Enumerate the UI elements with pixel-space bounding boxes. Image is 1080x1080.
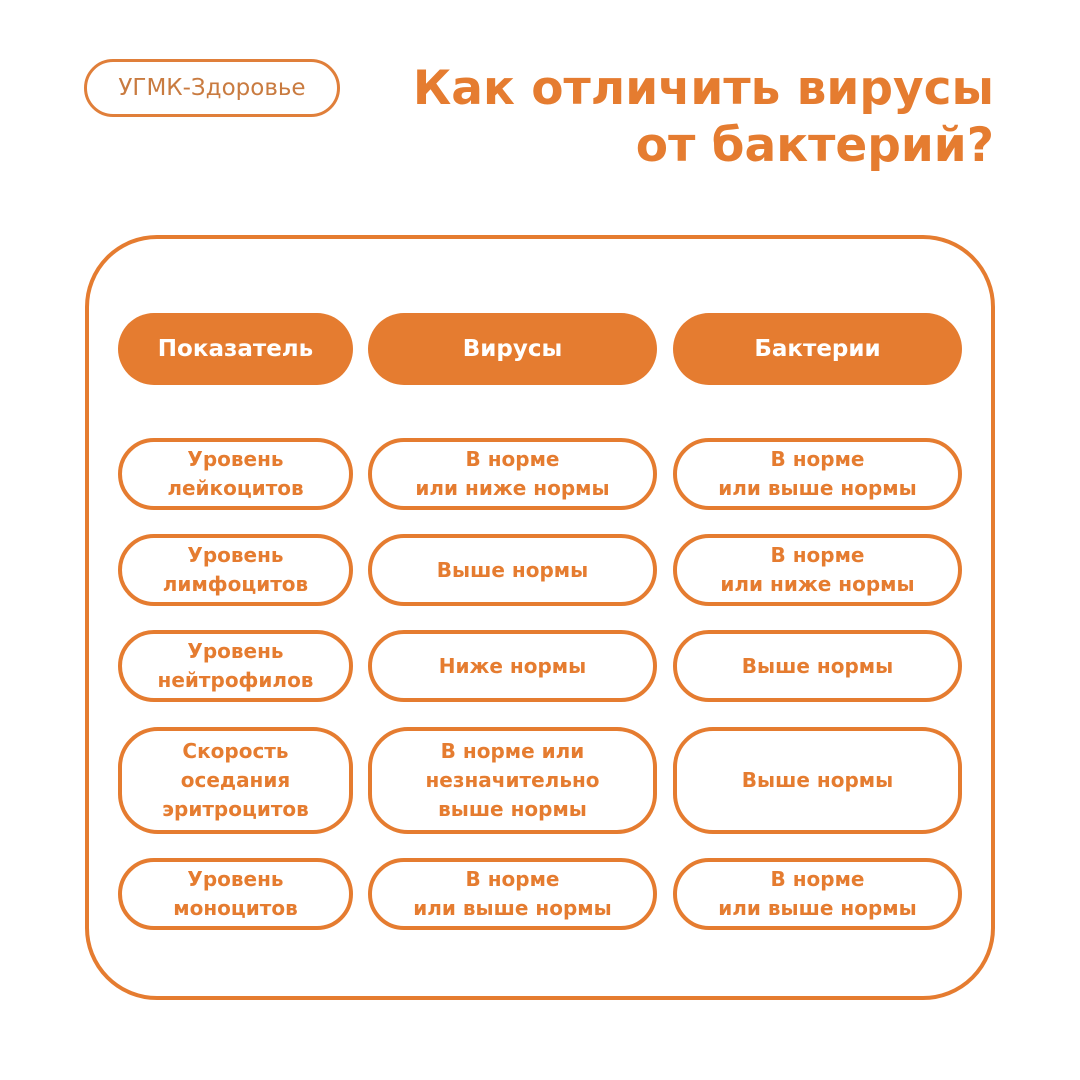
viruses-cell: Ниже нормы [368,630,657,702]
title-line-2: от бактерий? [635,118,994,173]
header-viruses: Вирусы [368,313,657,385]
table-frame [85,235,995,1000]
indicator-cell: Уровень лейкоцитов [118,438,353,510]
indicator-cell: Скорость оседания эритроцитов [118,727,353,834]
page-title: Как отличить вирусы от бактерий? [413,60,994,174]
viruses-cell: В норме или ниже нормы [368,438,657,510]
viruses-cell: В норме или незначительно выше нормы [368,727,657,834]
bacteria-cell: Выше нормы [673,727,962,834]
viruses-cell: Выше нормы [368,534,657,606]
viruses-cell: В норме или выше нормы [368,858,657,930]
bacteria-cell: В норме или выше нормы [673,438,962,510]
bacteria-cell: В норме или ниже нормы [673,534,962,606]
header-bacteria: Бактерии [673,313,962,385]
indicator-cell: Уровень лимфоцитов [118,534,353,606]
brand-badge: УГМК-Здоровье [84,59,340,117]
bacteria-cell: Выше нормы [673,630,962,702]
title-line-1: Как отличить вирусы [412,61,994,116]
header-indicator: Показатель [118,313,353,385]
indicator-cell: Уровень нейтрофилов [118,630,353,702]
bacteria-cell: В норме или выше нормы [673,858,962,930]
indicator-cell: Уровень моноцитов [118,858,353,930]
